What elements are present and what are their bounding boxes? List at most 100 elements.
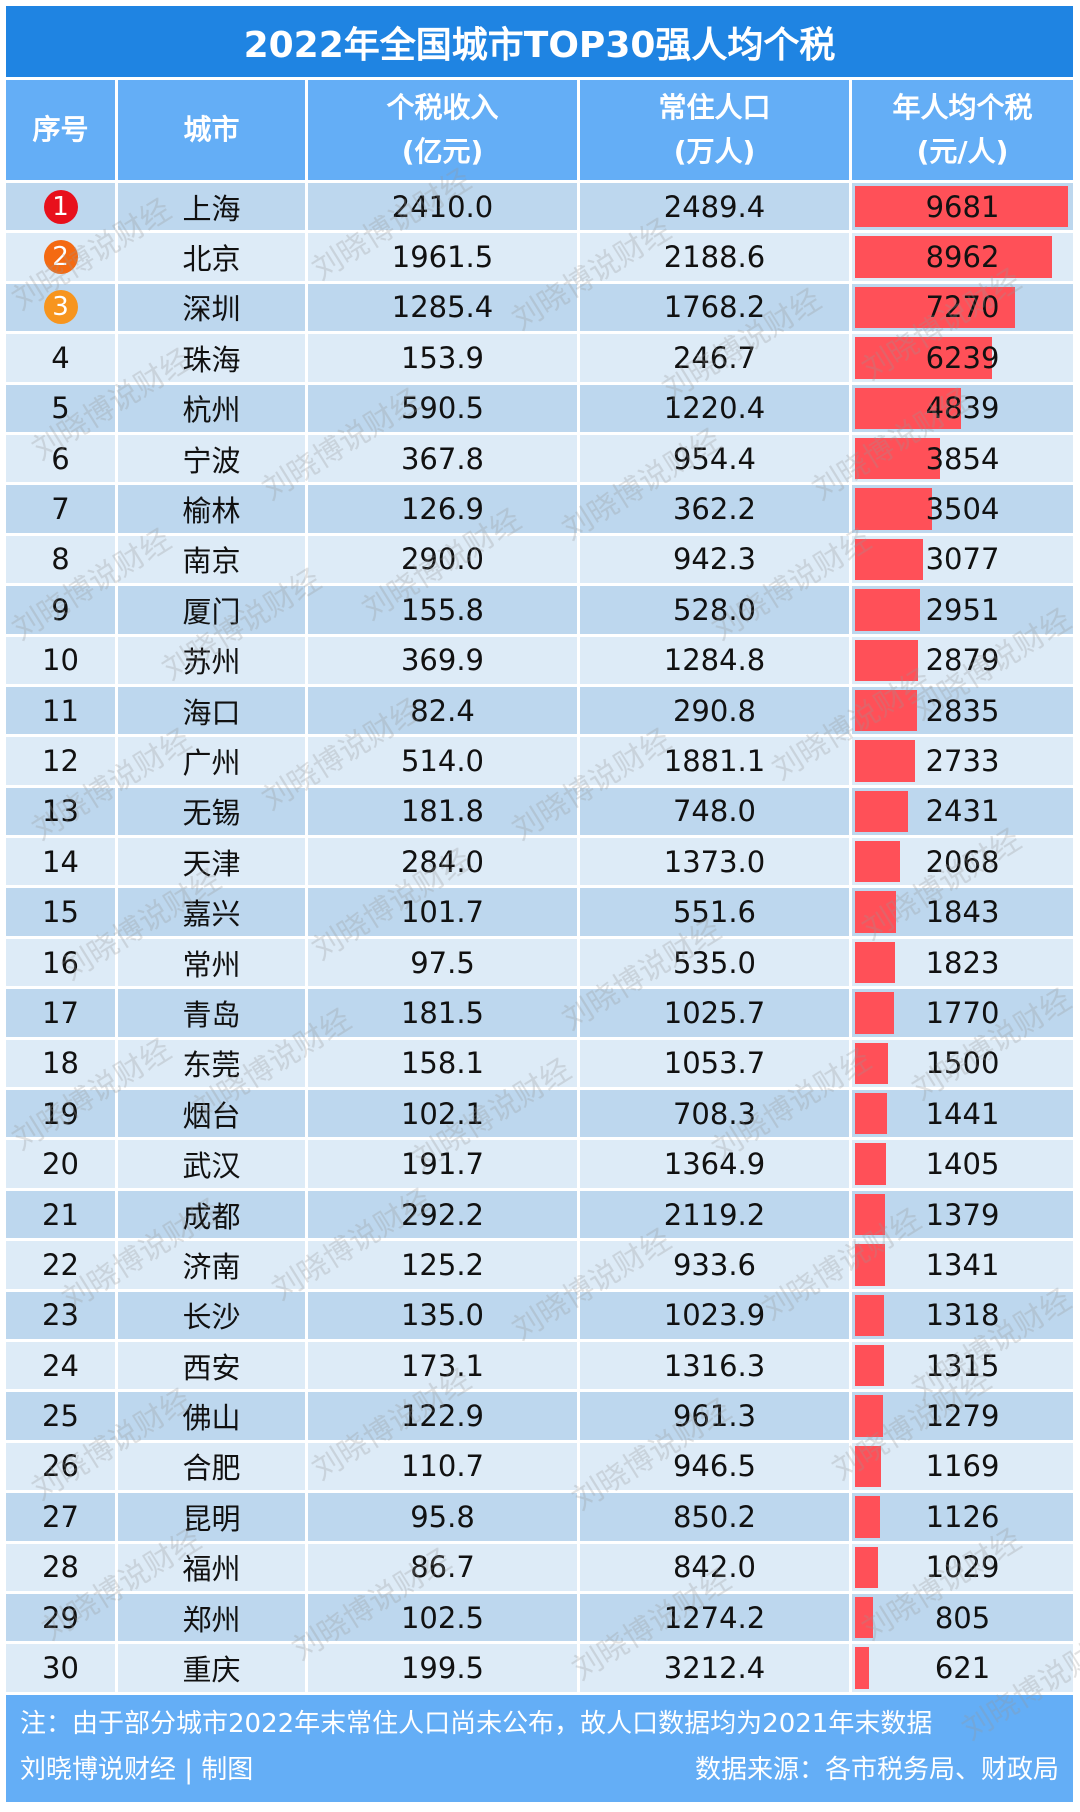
population-cell: 748.0 xyxy=(580,787,852,836)
population-cell: 1274.2 xyxy=(580,1593,852,1642)
city-cell: 榆林 xyxy=(118,485,308,533)
per-capita-cell: 7270 xyxy=(852,283,1073,332)
table-row: 27 昆明 95.8 850.2 1126 xyxy=(6,1490,1073,1541)
per-capita-value: 2835 xyxy=(925,693,1000,728)
per-capita-value: 2951 xyxy=(925,592,1000,627)
rank-cell: 5 xyxy=(6,384,118,432)
rank-cell: 2 xyxy=(6,233,118,281)
population-cell: 1768.2 xyxy=(580,283,852,332)
city-cell: 上海 xyxy=(118,183,308,231)
tax-income-cell: 110.7 xyxy=(308,1442,580,1491)
table-row: 29 郑州 102.5 1274.2 805 xyxy=(6,1590,1073,1642)
population-cell: 362.2 xyxy=(580,485,852,533)
rank-number: 12 xyxy=(42,743,79,778)
rank-number: 5 xyxy=(51,391,70,426)
rank-number: 6 xyxy=(51,441,70,476)
data-bar xyxy=(855,1042,888,1085)
rank-cell: 29 xyxy=(6,1593,118,1642)
tax-income-cell: 153.9 xyxy=(308,334,580,382)
tax-income-cell: 514.0 xyxy=(308,737,580,785)
rank-number: 8 xyxy=(51,542,70,577)
rank-number: 18 xyxy=(42,1046,79,1081)
population-cell: 946.5 xyxy=(580,1442,852,1491)
tax-income-cell: 181.5 xyxy=(308,989,580,1037)
city-cell: 西安 xyxy=(118,1341,308,1390)
chart-title: 2022年全国城市TOP30强人均个税 xyxy=(6,6,1073,77)
table-row: 2 北京 1961.5 2188.6 8962 xyxy=(6,230,1073,281)
rank-number: 15 xyxy=(42,895,79,930)
population-cell: 1284.8 xyxy=(580,636,852,684)
rank-badge-icon: 1 xyxy=(43,189,78,224)
population-cell: 290.8 xyxy=(580,686,852,735)
per-capita-cell: 2733 xyxy=(852,737,1073,785)
population-cell: 933.6 xyxy=(580,1241,852,1289)
rank-number: 27 xyxy=(42,1499,79,1534)
header-population-unit: (万人) xyxy=(673,135,756,168)
header-population-label: 常住人口 xyxy=(658,91,771,124)
table-header: 序号 城市 个税收入 (亿元) 常住人口 (万人) 年人均个税 (元/人) xyxy=(6,80,1073,180)
data-bar xyxy=(855,538,923,581)
rank-cell: 25 xyxy=(6,1392,118,1440)
per-capita-value: 9681 xyxy=(925,189,1000,224)
table-row: 10 苏州 369.9 1284.8 2879 xyxy=(6,633,1073,684)
tax-income-cell: 101.7 xyxy=(308,888,580,936)
table-row: 28 福州 86.7 842.0 1029 xyxy=(6,1540,1073,1591)
tax-income-cell: 290.0 xyxy=(308,535,580,584)
city-cell: 深圳 xyxy=(118,283,308,332)
per-capita-value: 1843 xyxy=(925,895,1000,930)
per-capita-value: 1169 xyxy=(925,1449,1000,1484)
rank-number: 9 xyxy=(51,592,70,627)
rank-cell: 26 xyxy=(6,1442,118,1491)
data-bar xyxy=(855,992,894,1034)
rank-number: 20 xyxy=(42,1147,79,1182)
table-row: 7 榆林 126.9 362.2 3504 xyxy=(6,482,1073,533)
table-row: 3 深圳 1285.4 1768.2 7270 xyxy=(6,280,1073,332)
tax-income-cell: 95.8 xyxy=(308,1493,580,1541)
header-city-label: 城市 xyxy=(183,113,240,146)
city-cell: 宁波 xyxy=(118,434,308,483)
data-bar xyxy=(855,1244,885,1286)
per-capita-value: 1770 xyxy=(925,995,1000,1030)
rank-number: 30 xyxy=(42,1651,79,1686)
header-per-capita-tax: 年人均个税 (元/人) xyxy=(852,80,1073,180)
data-bar xyxy=(855,639,919,681)
rank-cell: 4 xyxy=(6,334,118,382)
per-capita-value: 1405 xyxy=(925,1147,1000,1182)
table-row: 14 天津 284.0 1373.0 2068 xyxy=(6,835,1073,886)
rank-cell: 19 xyxy=(6,1090,118,1138)
table-row: 15 嘉兴 101.7 551.6 1843 xyxy=(6,885,1073,936)
rank-number: 14 xyxy=(42,844,79,879)
table-row: 5 杭州 590.5 1220.4 4839 xyxy=(6,381,1073,432)
header-per-capita-unit: (元/人) xyxy=(916,135,1009,168)
table-row: 20 武汉 191.7 1364.9 1405 xyxy=(6,1137,1073,1188)
per-capita-value: 1500 xyxy=(925,1046,1000,1081)
tax-income-cell: 292.2 xyxy=(308,1190,580,1239)
rank-badge-icon: 3 xyxy=(43,290,78,325)
per-capita-cell: 9681 xyxy=(852,183,1073,231)
header-population: 常住人口 (万人) xyxy=(580,80,852,180)
rank-cell: 11 xyxy=(6,686,118,735)
per-capita-value: 3854 xyxy=(925,441,1000,476)
population-cell: 842.0 xyxy=(580,1543,852,1591)
rank-number: 24 xyxy=(42,1348,79,1383)
city-cell: 嘉兴 xyxy=(118,888,308,936)
rank-cell: 3 xyxy=(6,283,118,332)
header-rank: 序号 xyxy=(6,80,118,180)
data-bar xyxy=(855,1143,886,1185)
per-capita-cell: 2951 xyxy=(852,586,1073,634)
per-capita-cell: 1823 xyxy=(852,938,1073,987)
table-row: 8 南京 290.0 942.3 3077 xyxy=(6,532,1073,584)
data-bar xyxy=(855,941,896,984)
rank-cell: 20 xyxy=(6,1140,118,1188)
per-capita-cell: 621 xyxy=(852,1644,1073,1692)
data-bar xyxy=(855,186,1068,228)
per-capita-value: 1441 xyxy=(925,1096,1000,1131)
data-bar xyxy=(855,1093,887,1135)
tax-income-cell: 102.5 xyxy=(308,1593,580,1642)
per-capita-cell: 2835 xyxy=(852,686,1073,735)
table-row: 12 广州 514.0 1881.1 2733 xyxy=(6,734,1073,785)
table-row: 13 无锡 181.8 748.0 2431 xyxy=(6,784,1073,836)
tax-income-cell: 199.5 xyxy=(308,1644,580,1692)
header-city: 城市 xyxy=(118,80,308,180)
population-cell: 1220.4 xyxy=(580,384,852,432)
